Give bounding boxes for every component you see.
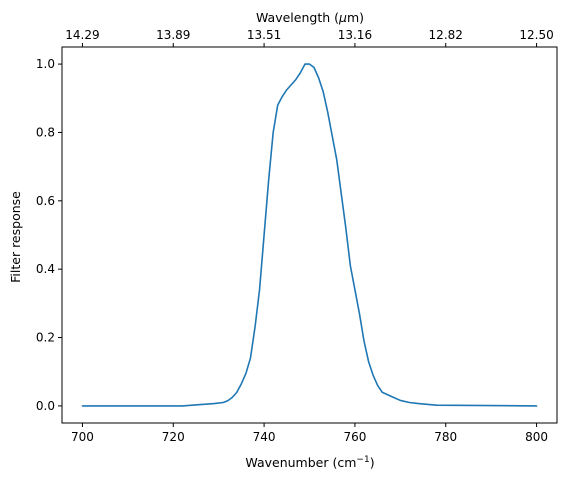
top-x-tick-label: 14.29: [65, 28, 99, 42]
plot-area: [81, 63, 538, 407]
x-tick-label: 720: [162, 430, 185, 444]
x-axis-label-main: Wavenumber (cm: [245, 455, 356, 470]
y-axis-label: Filter response: [8, 191, 23, 283]
x-tick-label: 800: [525, 430, 548, 444]
y-axis-ticks: 0.0 0.2 0.4 0.6 0.8 1.0: [36, 57, 62, 413]
y-tick-label: 0.0: [36, 399, 55, 413]
top-x-tick-label: 13.89: [156, 28, 190, 42]
x-axis-label: Wavenumber (cm−1): [245, 455, 374, 470]
y-tick-label: 0.8: [36, 125, 55, 139]
x-axis-label-close: ): [370, 455, 375, 470]
top-x-axis-label-close: m): [347, 10, 364, 25]
y-tick-label: 0.4: [36, 262, 55, 276]
top-x-axis-label-mu: μ: [338, 10, 347, 25]
y-tick-label: 1.0: [36, 57, 55, 71]
axes-frame: [61, 46, 558, 424]
y-tick-label: 0.2: [36, 331, 55, 345]
x-tick-label: 760: [343, 430, 366, 444]
top-x-tick-label: 12.82: [429, 28, 463, 42]
top-x-axis-label-main: Wavelength (: [256, 10, 339, 25]
x-axis-ticks: 700 720 740 760 780 800: [71, 423, 548, 444]
x-tick-label: 700: [71, 430, 94, 444]
top-x-axis-ticks: 14.29 13.89 13.51 13.16 12.82 12.50: [65, 28, 554, 47]
x-tick-label: 740: [253, 430, 276, 444]
y-tick-label: 0.6: [36, 194, 55, 208]
filter-response-line: [81, 63, 538, 407]
top-x-tick-label: 13.51: [247, 28, 281, 42]
top-x-tick-label: 12.50: [519, 28, 553, 42]
top-x-axis-label: Wavelength (μm): [256, 10, 364, 25]
top-x-tick-label: 13.16: [338, 28, 372, 42]
x-tick-label: 780: [434, 430, 457, 444]
x-axis-label-exponent: −1: [356, 455, 369, 465]
